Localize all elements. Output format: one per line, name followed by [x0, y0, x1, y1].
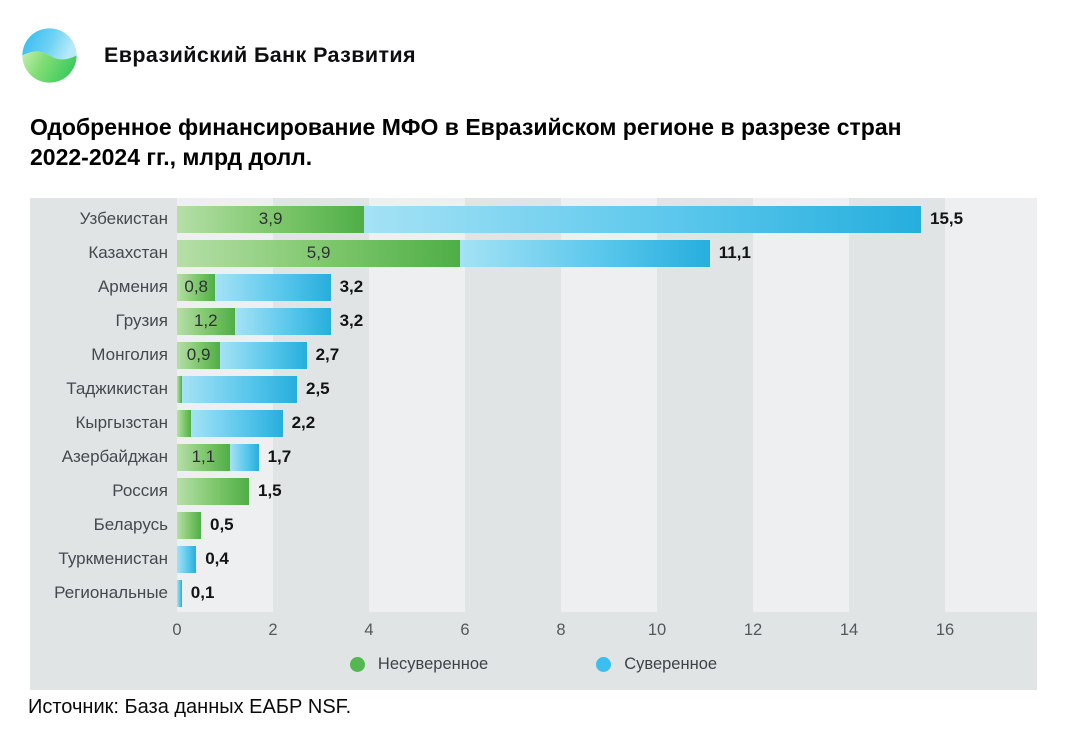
legend-dot-icon	[596, 657, 612, 672]
bar-segment-sovereign	[191, 409, 283, 437]
total-value-label: 11,1	[718, 243, 751, 262]
country-label: Казахстан	[88, 243, 168, 262]
bar-segment-sovereign	[177, 579, 182, 607]
total-value-label: 3,2	[339, 311, 364, 330]
total-value-label: 2,5	[305, 379, 330, 398]
bar-segment-nonsovereign: 5,9	[177, 239, 461, 267]
x-axis-tick-label: 4	[364, 621, 374, 639]
table-row: Грузия 1,2 3,2	[30, 304, 1037, 338]
x-axis-tick-label: 12	[743, 621, 763, 639]
bar-segment-nonsovereign: 0,9	[177, 341, 221, 369]
bar-segment-sovereign	[220, 341, 307, 369]
nonsovereign-value-label: 0,9	[186, 345, 211, 364]
table-row: Монголия 0,9 2,7	[30, 338, 1037, 372]
bar-segment-nonsovereign	[177, 477, 249, 505]
x-axis-tick-label: 8	[556, 621, 566, 639]
bar-segment-nonsovereign: 3,9	[177, 205, 365, 233]
bar-segment-sovereign	[234, 307, 331, 335]
total-value-label: 0,4	[205, 549, 229, 568]
source-note: Источник: База данных ЕАБР NSF.	[28, 696, 352, 718]
total-value-label: 0,5	[210, 515, 234, 534]
total-value-label: 2,7	[315, 345, 340, 364]
x-axis-tick-label: 14	[839, 621, 859, 639]
table-row: Беларусь 0,5	[30, 508, 1037, 542]
country-label: Азербайджан	[61, 447, 168, 466]
country-label: Узбекистан	[79, 209, 168, 228]
table-row: Туркменистан 0,4	[30, 542, 1037, 576]
header: Евразийский Банк Развития	[20, 26, 416, 85]
bar-segment-nonsovereign: 1,1	[177, 443, 230, 471]
bar-chart: Узбекистан 3,9 15,5 Казахстан 5,9 11,1 Армения…	[30, 198, 1037, 690]
total-value-label: 1,7	[267, 447, 292, 466]
bar-segment-sovereign	[215, 273, 331, 301]
legend: Несуверенное Суверенное	[30, 655, 1037, 674]
table-row: Россия 1,5	[30, 474, 1037, 508]
legend-item: Суверенное	[596, 655, 717, 674]
nonsovereign-value-label: 0,8	[184, 277, 209, 296]
column-band	[561, 198, 657, 612]
country-label: Региональные	[54, 583, 168, 602]
legend-label: Несуверенное	[377, 655, 489, 673]
bar-rows: Узбекистан 3,9 15,5 Казахстан 5,9 11,1 Армения…	[30, 202, 1037, 610]
column-band	[753, 198, 849, 612]
bar-segment-sovereign	[181, 375, 297, 403]
country-label: Россия	[112, 481, 168, 500]
total-value-label: 15,5	[929, 209, 964, 228]
eabr-logo-icon	[22, 28, 77, 83]
chart-title: Одобренное финансирование МФО в Евразийс…	[30, 112, 902, 172]
x-axis-tick-label: 6	[460, 621, 470, 639]
bar-segment-nonsovereign: 1,2	[177, 307, 235, 335]
x-axis-tick-label: 16	[935, 621, 955, 639]
bar-segment-nonsovereign: 0,8	[177, 273, 216, 301]
total-value-label: 2,2	[291, 413, 316, 432]
bar-segment-nonsovereign	[177, 511, 201, 539]
bar-segment-sovereign	[460, 239, 710, 267]
x-axis-tick-label: 2	[268, 621, 278, 639]
country-label: Монголия	[91, 345, 168, 364]
x-axis: 0 2 4 6 8 10 12 14 16	[30, 621, 1037, 643]
legend-dot-icon	[349, 657, 365, 672]
table-row: Казахстан 5,9 11,1	[30, 236, 1037, 270]
column-band	[177, 198, 273, 612]
table-row: Региональные 0,1	[30, 576, 1037, 610]
bar-segment-sovereign	[229, 443, 259, 471]
chart-title-line1: Одобренное финансирование МФО в Евразийс…	[30, 114, 902, 140]
bar-segment-nonsovereign	[177, 375, 182, 403]
x-axis-tick-label: 10	[647, 621, 667, 639]
country-label: Туркменистан	[58, 549, 168, 568]
country-label: Грузия	[115, 311, 168, 330]
total-value-label: 3,2	[339, 277, 364, 296]
table-row: Азербайджан 1,1 1,7	[30, 440, 1037, 474]
table-row: Кыргызстан 2,2	[30, 406, 1037, 440]
background-bands	[30, 198, 1037, 612]
table-row: Армения 0,8 3,2	[30, 270, 1037, 304]
nonsovereign-value-label: 1,2	[193, 311, 218, 330]
brand-name: Евразийский Банк Развития	[104, 43, 416, 67]
legend-label: Суверенное	[624, 655, 718, 673]
country-label: Беларусь	[93, 515, 168, 534]
total-value-label: 1,5	[258, 481, 282, 500]
nonsovereign-value-label: 5,9	[306, 243, 331, 262]
country-label: Армения	[97, 277, 168, 296]
country-label: Таджикистан	[66, 379, 168, 398]
bar-segment-nonsovereign	[177, 409, 192, 437]
column-band	[945, 198, 1037, 612]
country-label: Кыргызстан	[75, 413, 168, 432]
total-value-label: 0,1	[190, 583, 215, 602]
legend-item: Несуверенное	[349, 655, 489, 674]
nonsovereign-value-label: 1,1	[191, 447, 216, 466]
chart-title-line2: 2022-2024 гг., млрд долл.	[30, 144, 313, 170]
x-axis-tick-label: 0	[172, 621, 182, 639]
bar-segment-sovereign	[364, 205, 921, 233]
nonsovereign-value-label: 3,9	[258, 209, 283, 228]
table-row: Узбекистан 3,9 15,5	[30, 202, 1037, 236]
column-band	[369, 198, 465, 612]
table-row: Таджикистан 2,5	[30, 372, 1037, 406]
bar-segment-sovereign	[177, 545, 197, 573]
